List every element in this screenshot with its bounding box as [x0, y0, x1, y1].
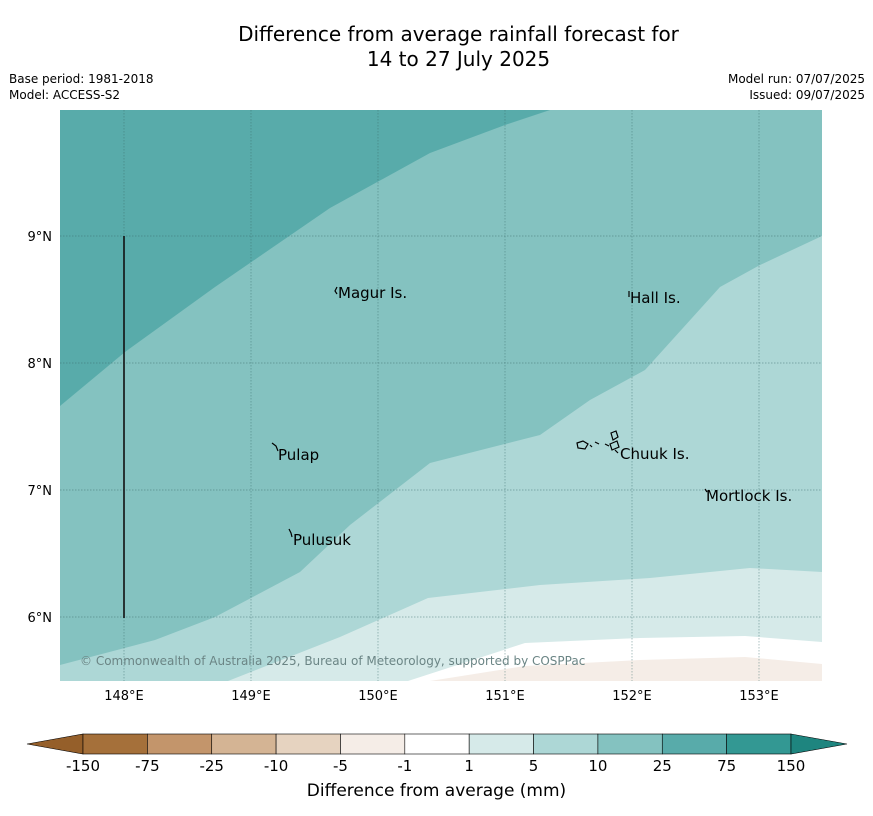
colorbar-ticks: -150 -75 -25 -10 -5 -1 1 5 10 25 75 150: [66, 757, 805, 775]
contour-fill-minus-1: [430, 657, 822, 681]
contour-fill-10: [60, 236, 822, 681]
colorbar-bin: [597, 733, 663, 755]
colorbar-tick-label: -10: [264, 757, 289, 775]
meta-left: Base period: 1981-2018 Model: ACCESS-S2: [9, 71, 154, 103]
issued-date: Issued: 09/07/2025: [749, 88, 865, 102]
colorbar-tick-label: 25: [653, 757, 672, 775]
longitude-ticks: 148°E 149°E 150°E 151°E 152°E 153°E: [104, 689, 779, 704]
model-name: Model: ACCESS-S2: [9, 88, 121, 102]
contour-fills: [60, 110, 822, 681]
copyright-text: © Commonwealth of Australia 2025, Bureau…: [80, 654, 585, 668]
place-label-magur: Magur Is.: [338, 284, 407, 302]
title-line-2: 14 to 27 July 2025: [366, 47, 551, 71]
colorbar-low-extend: [26, 733, 84, 755]
colorbar-tick-label: 1: [464, 757, 474, 775]
lon-tick-label: 151°E: [485, 689, 525, 704]
colorbar-bin: [726, 733, 792, 755]
place-label-pulusuk: Pulusuk: [293, 531, 351, 549]
colorbar-tick-label: 150: [777, 757, 806, 775]
lon-tick-label: 150°E: [358, 689, 398, 704]
colorbar-tick-label: 75: [717, 757, 736, 775]
colorbar-bin: [661, 733, 727, 755]
colorbar-bin: [468, 733, 534, 755]
colorbar-tick-label: -5: [333, 757, 348, 775]
lon-tick-label: 153°E: [739, 689, 779, 704]
meta-right: Model run: 07/07/2025 Issued: 09/07/2025: [728, 71, 865, 103]
lat-tick-label: 8°N: [28, 357, 53, 372]
place-labels: Magur Is. Hall Is. Pulap Chuuk Is. Mortl…: [278, 284, 792, 549]
colorbar-bin: [211, 733, 277, 755]
island-outlines: [271, 286, 708, 538]
colorbar-bin: [404, 733, 470, 755]
lon-tick-label: 149°E: [231, 689, 271, 704]
model-run: Model run: 07/07/2025: [727, 72, 865, 86]
lat-tick-label: 6°N: [28, 611, 53, 626]
colorbar-bin: [533, 733, 599, 755]
colorbar-tick-label: -25: [199, 757, 224, 775]
map-title: Difference from average rainfall forecas…: [0, 22, 873, 72]
lat-tick-label: 9°N: [28, 230, 53, 245]
colorbar-bin: [82, 733, 148, 755]
place-label-chuuk: Chuuk Is.: [620, 445, 689, 463]
lon-tick-label: 152°E: [612, 689, 652, 704]
colorbar-high-extend: [790, 733, 848, 755]
lon-tick-label: 148°E: [104, 689, 144, 704]
base-period: Base period: 1981-2018: [9, 72, 154, 86]
title-line-1: Difference from average rainfall forecas…: [238, 22, 679, 46]
colorbar-tick-label: -150: [66, 757, 100, 775]
place-label-hall: Hall Is.: [630, 289, 681, 307]
colorbar-bins: [82, 733, 792, 755]
colorbar-bin: [147, 733, 213, 755]
latitude-ticks: 9°N 8°N 7°N 6°N: [28, 230, 53, 626]
colorbar-title: Difference from average (mm): [306, 781, 567, 801]
place-label-mortlock: Mortlock Is.: [706, 487, 792, 505]
colorbar-bin: [275, 733, 341, 755]
colorbar-tick-label: -75: [135, 757, 160, 775]
lat-tick-label: 7°N: [28, 484, 53, 499]
colorbar-tick-label: 5: [529, 757, 539, 775]
colorbar-tick-label: -1: [397, 757, 412, 775]
colorbar-tick-label: 10: [588, 757, 607, 775]
colorbar: -150 -75 -25 -10 -5 -1 1 5 10 25 75 150: [26, 733, 848, 775]
place-label-pulap: Pulap: [278, 446, 319, 464]
colorbar-bin: [340, 733, 406, 755]
